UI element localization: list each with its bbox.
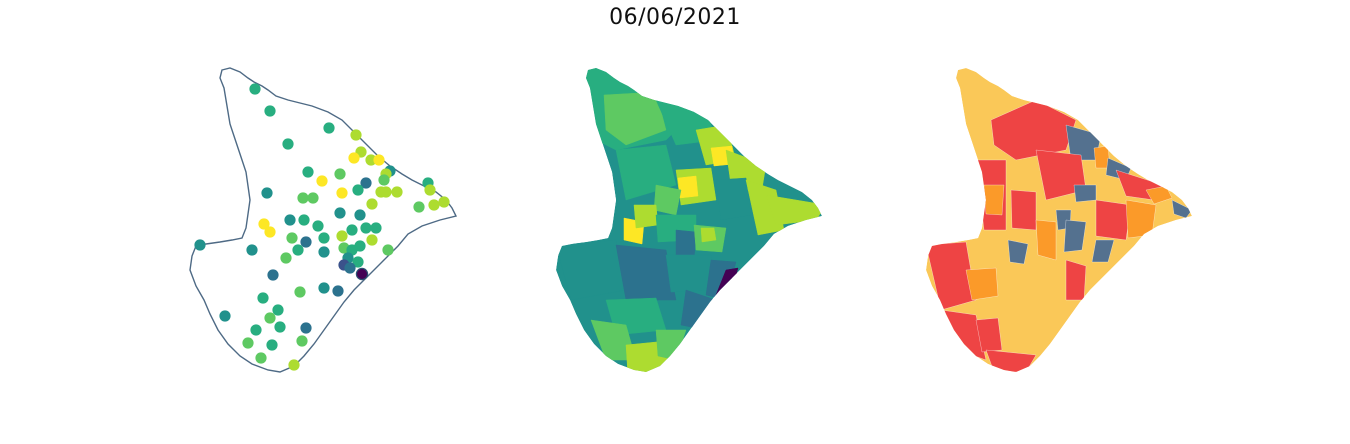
station-marker-73 [266, 339, 278, 351]
station-marker-59 [344, 262, 356, 274]
station-marker-62 [332, 285, 344, 297]
station-marker-42 [336, 230, 348, 242]
station-marker-16 [360, 177, 372, 189]
station-marker-2 [264, 105, 276, 117]
station-marker-34 [298, 214, 310, 226]
station-marker-64 [257, 292, 269, 304]
station-marker-33 [284, 214, 296, 226]
municipality-class-18 [1091, 239, 1115, 263]
station-marker-31 [334, 207, 346, 219]
station-marker-8 [365, 154, 377, 166]
municipality-21 [615, 244, 677, 301]
station-marker-75 [288, 359, 300, 371]
station-marker-23 [336, 187, 348, 199]
station-marker-37 [264, 226, 276, 238]
station-marker-63 [294, 286, 306, 298]
municipality-10 [653, 184, 682, 216]
station-marker-7 [348, 152, 360, 164]
station-marker-67 [219, 310, 231, 322]
municipality-class-24 [975, 317, 1003, 353]
station-marker-55 [194, 239, 206, 251]
municipality-class-16 [1095, 199, 1132, 241]
municipality-15 [633, 204, 659, 229]
station-marker-24 [352, 184, 364, 196]
station-marker-50 [318, 246, 330, 258]
categorical-choropleth-map [926, 68, 1192, 372]
station-marker-60 [355, 267, 369, 281]
municipality-class-21 [965, 267, 999, 301]
station-marker-13 [334, 168, 346, 180]
station-marker-68 [250, 324, 262, 336]
station-marker-1 [249, 83, 261, 95]
continuous-choropleth-map [556, 68, 822, 372]
station-marker-5 [282, 138, 294, 150]
station-marker-15 [378, 174, 390, 186]
station-marker-56 [246, 244, 258, 256]
municipality-9 [677, 175, 699, 199]
municipality-class-12 [1010, 189, 1037, 231]
station-marker-35 [312, 220, 324, 232]
station-marker-72 [242, 337, 254, 349]
station-marker-21 [391, 186, 403, 198]
station-marker-57 [267, 269, 279, 281]
station-points-map [189, 67, 458, 373]
municipality-23 [705, 259, 737, 301]
municipality-29 [655, 329, 687, 361]
station-marker-71 [296, 335, 308, 347]
station-marker-51 [280, 252, 292, 264]
station-marker-3 [323, 122, 335, 134]
station-marker-69 [274, 321, 286, 333]
municipality-class-25 [985, 349, 1037, 372]
station-marker-4 [350, 129, 362, 141]
station-marker-22 [261, 187, 273, 199]
municipality-class-14 [1063, 219, 1087, 253]
station-marker-9 [373, 154, 385, 166]
station-marker-41 [318, 232, 330, 244]
station-marker-12 [316, 175, 328, 187]
station-marker-45 [370, 222, 382, 234]
municipality-11 [715, 177, 752, 221]
station-marker-20 [380, 186, 392, 198]
station-marker-54 [382, 244, 394, 256]
station-marker-66 [264, 312, 276, 324]
station-marker-39 [300, 236, 312, 248]
station-marker-18 [424, 184, 436, 196]
station-marker-38 [286, 232, 298, 244]
figure-title: 06/06/2021 [609, 5, 741, 30]
station-marker-26 [307, 192, 319, 204]
municipality-class-20 [926, 241, 977, 311]
station-marker-44 [360, 222, 372, 234]
municipality-class-17 [1125, 199, 1157, 239]
station-marker-36 [258, 218, 270, 230]
station-marker-25 [297, 192, 309, 204]
station-marker-53 [352, 256, 364, 268]
municipality-class-15 [1035, 219, 1057, 261]
station-marker-40 [292, 244, 304, 256]
station-marker-70 [300, 322, 312, 334]
municipality-class-8 [1145, 185, 1173, 205]
state-outline [189, 67, 458, 373]
station-marker-32 [354, 209, 366, 221]
station-marker-27 [438, 196, 450, 208]
station-marker-61 [318, 282, 330, 294]
municipality-class-19 [1007, 239, 1029, 265]
station-marker-65 [272, 304, 284, 316]
municipality-class-6 [1073, 184, 1097, 203]
station-marker-28 [428, 199, 440, 211]
station-marker-11 [302, 166, 314, 178]
station-marker-43 [346, 224, 358, 236]
municipality-class-22 [1065, 259, 1087, 301]
station-marker-46 [366, 234, 378, 246]
station-marker-30 [366, 198, 378, 210]
station-marker-74 [255, 352, 267, 364]
municipality-class-11 [983, 184, 1005, 216]
municipality-19 [700, 227, 717, 243]
station-marker-29 [413, 201, 425, 213]
